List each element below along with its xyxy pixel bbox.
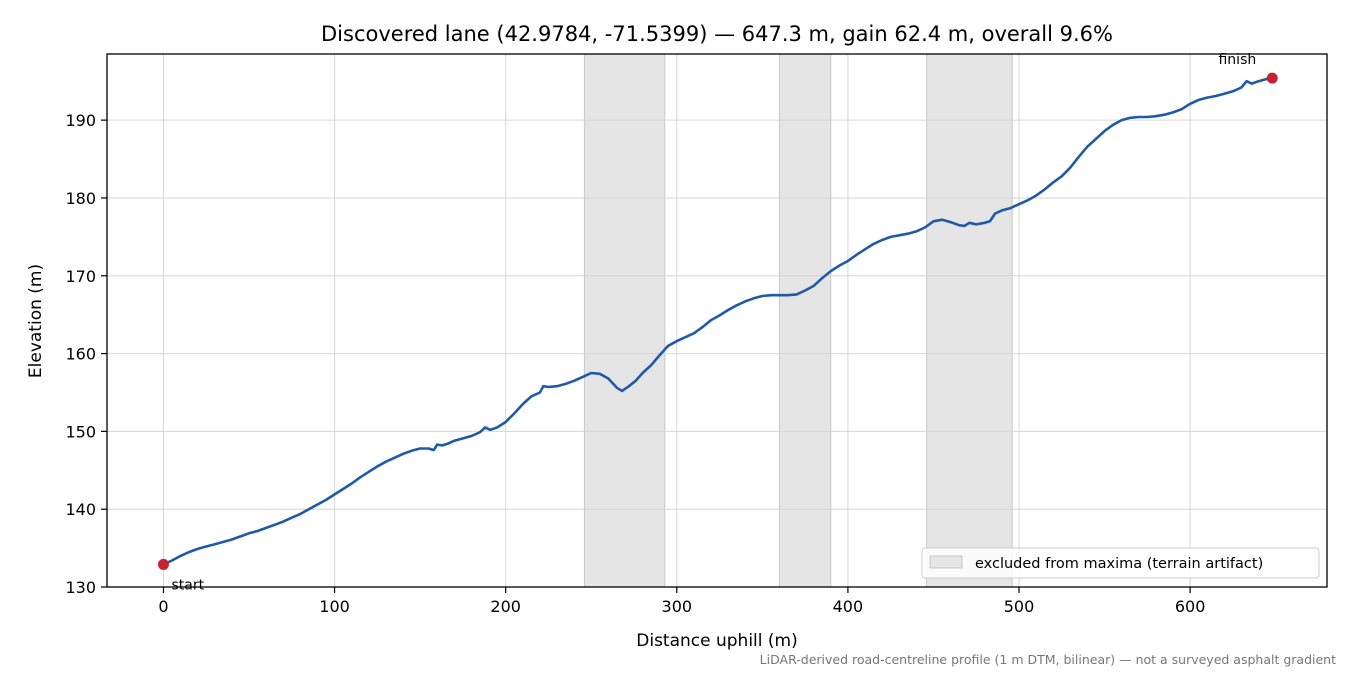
legend-label: excluded from maxima (terrain artifact) xyxy=(975,556,1263,572)
excluded-band-3 xyxy=(926,53,1013,588)
endpoint-markers: start finish xyxy=(157,52,1278,593)
x-tick-label: 500 xyxy=(1004,597,1035,616)
excluded-band-2 xyxy=(778,53,832,588)
x-tick-label: 200 xyxy=(490,597,521,616)
start-label: start xyxy=(171,577,204,593)
y-tick-label: 170 xyxy=(65,267,96,286)
x-tick-label: 300 xyxy=(662,597,693,616)
legend: excluded from maxima (terrain artifact) xyxy=(921,547,1320,579)
footnote: LiDAR-derived road-centreline profile (1… xyxy=(760,652,1336,667)
y-tick-label: 140 xyxy=(65,500,96,519)
x-tick-label: 100 xyxy=(319,597,350,616)
x-tick-label: 0 xyxy=(158,597,168,616)
x-tick-label: 600 xyxy=(1175,597,1206,616)
y-axis-label: Elevation (m) xyxy=(26,264,46,378)
y-tick-label: 130 xyxy=(65,578,96,597)
chart-title: Discovered lane (42.9784, -71.5399) — 64… xyxy=(321,22,1113,46)
y-tick-label: 190 xyxy=(65,111,96,130)
finish-label: finish xyxy=(1218,52,1256,68)
y-tick-label: 150 xyxy=(65,422,96,441)
x-axis-label: Distance uphill (m) xyxy=(636,631,797,651)
legend-box xyxy=(921,547,1320,579)
finish-marker xyxy=(1266,72,1278,84)
excluded-band-1 xyxy=(583,53,666,588)
elevation-profile-line xyxy=(162,76,1274,566)
y-tick-label: 180 xyxy=(65,189,96,208)
x-tick-label: 400 xyxy=(833,597,864,616)
axis-ticks: 0 100 200 300 400 500 600 130 140 150 160 170 180 190 xyxy=(65,111,1205,616)
y-tick-label: 160 xyxy=(65,345,96,364)
legend-swatch xyxy=(929,555,963,569)
start-marker xyxy=(157,558,169,570)
plot-frame xyxy=(106,53,1328,588)
excluded-bands xyxy=(583,53,1013,588)
gridlines xyxy=(107,54,1327,588)
